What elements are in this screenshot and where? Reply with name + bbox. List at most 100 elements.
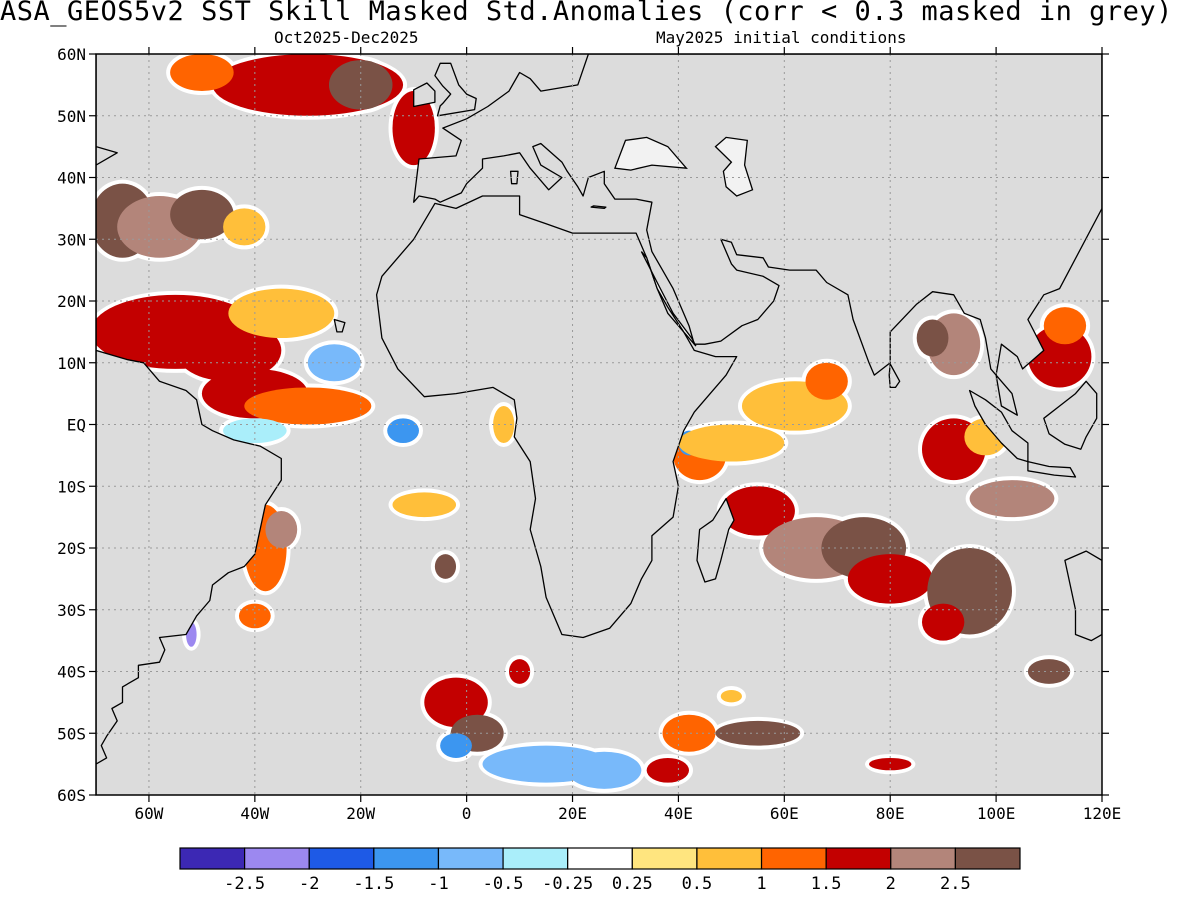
initial-conditions: May2025 initial conditions — [656, 28, 907, 47]
anomaly-region — [921, 603, 965, 641]
colorbar-label: -2.5 — [224, 874, 265, 894]
lat-tick-label: 60S — [57, 786, 86, 805]
map-title: ASA_GEOS5v2 SST Skill Masked Std.Anomali… — [0, 0, 1173, 27]
anomaly-region — [244, 387, 372, 425]
colorbar-label: 0.25 — [612, 874, 653, 894]
lon-tick-label: 120E — [1083, 804, 1122, 823]
cape-verde — [333, 318, 346, 333]
anomaly-region — [869, 757, 912, 771]
anomaly-region — [434, 554, 457, 579]
anomaly-region — [847, 554, 933, 604]
sri-lanka — [888, 363, 901, 389]
lon-tick-label: 20E — [558, 804, 587, 823]
red-sea-gulf — [640, 251, 697, 347]
anomaly-region — [969, 480, 1055, 518]
colorbar: -2.5 -2 -1.5 -1 -0.5 -0.25 0.25 0.5 1 1.5 2 2.5 — [179, 847, 1021, 894]
anomaly-region — [678, 424, 785, 462]
lon-tick-label: 40E — [664, 804, 693, 823]
anomaly-region — [916, 319, 949, 357]
lat-tick-label: 30N — [57, 230, 86, 249]
anomaly-region — [424, 677, 488, 728]
anomaly-region — [662, 714, 716, 752]
lat-tick-label: 40N — [57, 169, 86, 188]
lon-tick-label: 100E — [977, 804, 1016, 823]
anomaly-region — [392, 492, 457, 518]
colorbar-swatch — [696, 847, 763, 870]
longitude-axis: 60W 40W 20W 0 20E 40E 60E 80E 100E 120E — [134, 47, 1121, 823]
colorbar-label: 1 — [756, 874, 766, 894]
plot-area — [96, 14, 1102, 795]
anomaly-region — [508, 659, 531, 684]
colorbar-swatch — [308, 847, 375, 870]
colorbar-label: 2.5 — [940, 874, 971, 894]
great-britain — [434, 62, 477, 117]
ireland — [413, 82, 436, 108]
anomaly-region — [170, 189, 234, 240]
anomaly-region — [265, 510, 298, 548]
colorbar-label: 2 — [886, 874, 896, 894]
colorbar-label: -0.25 — [542, 874, 593, 894]
lat-tick-label: 20N — [57, 292, 86, 311]
lat-tick-label: 20S — [57, 539, 86, 558]
anomaly-region — [805, 362, 848, 400]
anomaly-region — [307, 344, 361, 382]
java — [1027, 460, 1077, 478]
lat-tick-label: 50S — [57, 724, 86, 743]
colorbar-swatch — [373, 847, 440, 870]
anomaly-regions — [96, 54, 1096, 793]
colorbar-swatch — [631, 847, 698, 870]
colorbar-label: -1.5 — [353, 874, 394, 894]
anomaly-region — [720, 486, 795, 536]
colorbar-swatch — [437, 847, 504, 870]
caspian-sea — [714, 136, 754, 197]
colorbar-swatch — [502, 847, 569, 870]
anomaly-region — [646, 757, 690, 783]
lon-tick-label: 60E — [770, 804, 799, 823]
colorbar-swatch — [567, 847, 633, 870]
anomaly-region — [567, 751, 642, 789]
lat-tick-label: 10S — [57, 477, 86, 496]
colorbar-swatch — [244, 847, 310, 870]
anomaly-region — [392, 91, 435, 166]
anomaly-region — [387, 418, 419, 444]
lon-tick-label: 60W — [134, 804, 163, 823]
colorbar-swatch — [760, 847, 827, 870]
madagascar — [696, 497, 735, 583]
americas — [96, 54, 282, 795]
anomaly-region — [493, 405, 515, 444]
australia — [1064, 550, 1102, 642]
lon-tick-label: 0 — [462, 804, 472, 823]
anomaly-region — [1027, 659, 1071, 684]
lon-tick-label: 80E — [876, 804, 905, 823]
colorbar-swatch — [825, 847, 892, 870]
colorbar-swatch — [890, 847, 956, 870]
anomaly-region — [720, 690, 742, 703]
anomaly-region — [223, 208, 266, 246]
colorbar-swatch — [954, 847, 1021, 870]
colorbar-label: -2 — [299, 874, 319, 894]
anomaly-region — [175, 319, 282, 382]
borneo — [1043, 380, 1098, 450]
iceland — [340, 14, 393, 33]
forecast-period: Oct2025-Dec2025 — [274, 28, 419, 47]
anomaly-region — [228, 288, 335, 339]
lat-tick-label: 50N — [57, 107, 86, 126]
lat-tick-label: 40S — [57, 663, 86, 682]
anomaly-region — [440, 733, 472, 758]
colorbar-label: 1.5 — [811, 874, 842, 894]
colorbar-label: -1 — [428, 874, 448, 894]
europe-asia — [413, 54, 1102, 416]
lat-tick-label: 60N — [57, 45, 86, 64]
colorbar-label: 0.5 — [682, 874, 713, 894]
anomaly-region — [1043, 307, 1087, 345]
lat-tick-label: 10N — [57, 354, 86, 373]
black-sea — [613, 136, 688, 171]
colorbar-swatch — [179, 847, 246, 870]
lon-tick-label: 40W — [240, 804, 269, 823]
sicily-sardinia — [509, 170, 519, 185]
lon-tick-label: 20W — [346, 804, 375, 823]
colorbar-label: -0.5 — [483, 874, 524, 894]
latitude-axis: 60N 50N 40N 30N 20N 10N EQ 10S 20S 30S 40S 50S 60S — [57, 45, 1109, 805]
anomaly-region — [170, 54, 234, 92]
